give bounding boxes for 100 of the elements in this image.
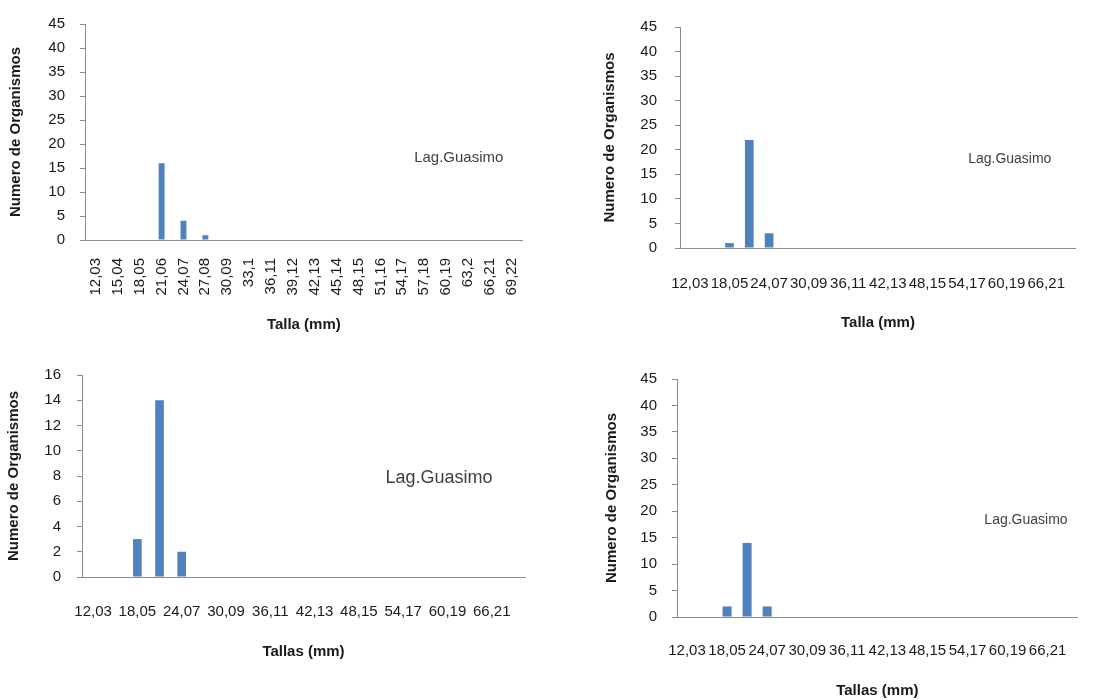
x-tick-label: 54,17 (384, 602, 422, 620)
bar (725, 243, 734, 248)
y-tick-label: 15 (640, 527, 657, 545)
x-tick-label: 39,12 (283, 258, 301, 296)
x-tick-label: 36,11 (830, 274, 867, 292)
annotation: Lag.Guasimo (968, 150, 1052, 167)
y-tick-label: 20 (640, 139, 657, 157)
y-tick-label: 30 (48, 86, 65, 104)
x-tick-label: 48,15 (348, 258, 366, 296)
y-tick-label: 15 (48, 158, 65, 176)
x-tick-label: 66,21 (473, 602, 511, 620)
bar (133, 539, 142, 577)
y-tick-label: 16 (44, 365, 61, 383)
x-tick-label: 45,14 (326, 258, 344, 296)
y-tick-label: 20 (640, 501, 657, 519)
y-axis-title: Numero de Organismos (6, 46, 24, 218)
y-tick-label: 10 (44, 440, 61, 458)
x-tick-label: 24,07 (173, 258, 191, 296)
y-tick-label: 5 (648, 580, 657, 598)
x-axis-title: Talla (mm) (266, 315, 341, 333)
y-tick-label: 10 (640, 554, 657, 572)
x-tick-label: 21,06 (151, 258, 169, 296)
x-tick-label: 42,13 (868, 641, 907, 659)
y-tick-label: 30 (640, 90, 657, 108)
x-tick-label: 12,03 (74, 602, 112, 620)
x-tick-label: 42,13 (304, 258, 322, 296)
x-axis-title: Tallas (mm) (836, 681, 919, 699)
y-tick-label: 35 (640, 422, 657, 440)
y-tick-label: 10 (640, 189, 657, 207)
bar (764, 233, 774, 248)
y-tick-label: 25 (640, 115, 657, 133)
y-tick-label: 2 (52, 541, 61, 559)
y-tick-label: 0 (52, 567, 61, 585)
x-tick-label: 60,19 (988, 641, 1027, 659)
y-tick-label: 40 (640, 41, 657, 59)
x-tick-label: 66,21 (479, 258, 497, 296)
x-tick-label: 36,11 (252, 602, 289, 620)
y-axis-title: Numero de Organismos (602, 412, 620, 584)
annotation: Lag.Guasimo (414, 147, 504, 165)
x-tick-label: 18,05 (118, 602, 157, 620)
y-tick-label: 45 (640, 17, 657, 35)
y-tick-label: 45 (48, 14, 65, 32)
x-tick-label: 51,16 (370, 258, 388, 296)
x-tick-label: 54,17 (392, 258, 410, 296)
x-tick-label: 18,05 (129, 258, 147, 296)
x-tick-label: 48,15 (908, 274, 947, 292)
x-tick-label: 33,1 (239, 258, 257, 288)
x-tick-label: 36,11 (829, 641, 866, 659)
y-tick-label: 5 (648, 213, 657, 231)
y-tick-label: 12 (44, 415, 61, 433)
y-tick-label: 40 (48, 38, 65, 56)
x-tick-label: 24,07 (162, 602, 201, 620)
x-tick-label: 18,05 (710, 274, 749, 292)
y-tick-label: 35 (48, 62, 65, 80)
bar (158, 163, 165, 240)
x-tick-label: 12,03 (668, 641, 706, 659)
x-tick-label: 36,11 (261, 258, 279, 295)
y-tick-label: 10 (48, 182, 65, 200)
x-tick-label: 60,19 (436, 258, 454, 296)
y-tick-label: 0 (648, 238, 657, 256)
x-tick-label: 66,21 (1027, 274, 1065, 292)
x-tick-label: 24,07 (750, 274, 788, 292)
x-tick-label: 15,04 (107, 258, 125, 296)
y-tick-label: 0 (648, 607, 657, 625)
y-tick-label: 8 (52, 466, 61, 484)
x-axis-title: Talla (mm) (841, 313, 915, 331)
y-tick-label: 25 (640, 474, 657, 492)
x-tick-label: 48,15 (340, 602, 378, 620)
y-tick-label: 0 (56, 230, 65, 248)
y-tick-label: 5 (56, 206, 65, 224)
x-tick-label: 30,09 (788, 641, 826, 659)
x-tick-label: 60,19 (428, 602, 467, 620)
y-tick-label: 35 (640, 66, 657, 84)
x-tick-label: 18,05 (708, 641, 746, 659)
y-tick-label: 15 (640, 164, 657, 182)
bar (155, 400, 164, 577)
annotation: Lag.Guasimo (385, 466, 493, 487)
bar (202, 235, 209, 240)
x-tick-label: 30,09 (217, 258, 235, 296)
x-tick-label: 12,03 (86, 258, 104, 296)
x-tick-label: 60,19 (987, 274, 1026, 292)
x-tick-label: 12,03 (671, 274, 709, 292)
y-tick-label: 20 (48, 134, 65, 152)
y-tick-label: 40 (640, 395, 657, 413)
x-tick-label: 54,17 (948, 274, 986, 292)
y-tick-label: 30 (640, 448, 657, 466)
y-axis-title: Numero de Organismos (600, 52, 618, 223)
y-tick-label: 25 (48, 110, 65, 128)
y-tick-label: 45 (640, 369, 657, 387)
y-tick-label: 14 (44, 390, 61, 408)
x-tick-label: 57,18 (414, 258, 432, 296)
y-tick-label: 4 (52, 516, 61, 534)
x-tick-label: 69,22 (501, 258, 519, 296)
bar (744, 139, 754, 248)
x-tick-label: 24,07 (748, 641, 786, 659)
x-tick-label: 42,13 (869, 274, 907, 292)
y-tick-label: 6 (52, 491, 61, 509)
x-tick-label: 63,2 (458, 258, 476, 288)
y-axis-title: Numero de Organismos (4, 390, 22, 562)
x-tick-label: 30,09 (789, 274, 828, 292)
